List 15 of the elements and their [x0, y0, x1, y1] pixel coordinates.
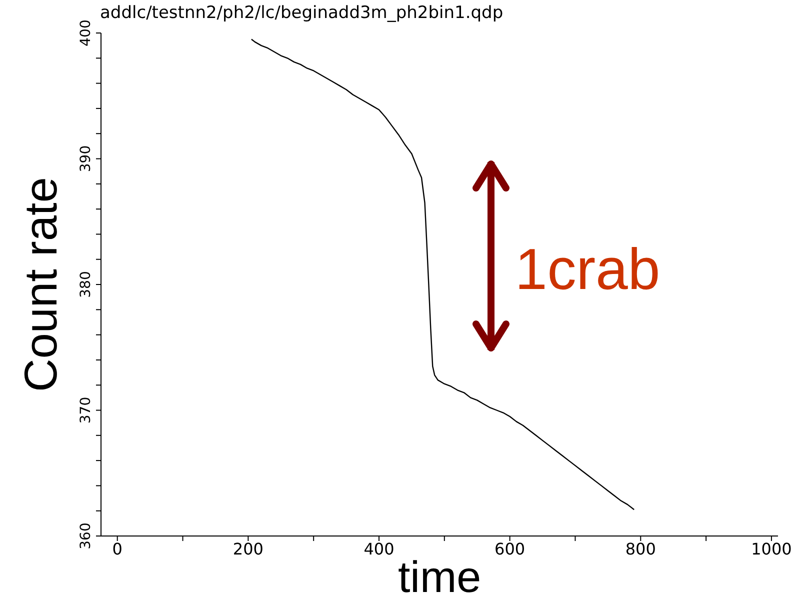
x-tick-label: 0 — [112, 539, 122, 558]
x-axis-title: time — [398, 553, 482, 598]
chart-title: addlc/testnn2/ph2/lc/beginadd3m_ph2bin1.qdp — [100, 3, 504, 23]
y-tick-label: 360 — [78, 522, 94, 550]
y-tick-label: 380 — [78, 271, 94, 298]
y-tick-label: 370 — [78, 396, 94, 424]
y-axis-title: Count rate — [14, 177, 66, 392]
y-tick-label: 400 — [78, 20, 94, 46]
x-tick-label: 400 — [364, 539, 394, 558]
x-tick-label: 800 — [625, 539, 656, 558]
x-tick-label: 200 — [232, 539, 264, 558]
y-tick-label: 390 — [78, 145, 94, 172]
x-tick-label: 1000 — [751, 539, 792, 558]
x-tick-label: 600 — [494, 539, 526, 558]
annotation: 1crab — [515, 236, 660, 303]
